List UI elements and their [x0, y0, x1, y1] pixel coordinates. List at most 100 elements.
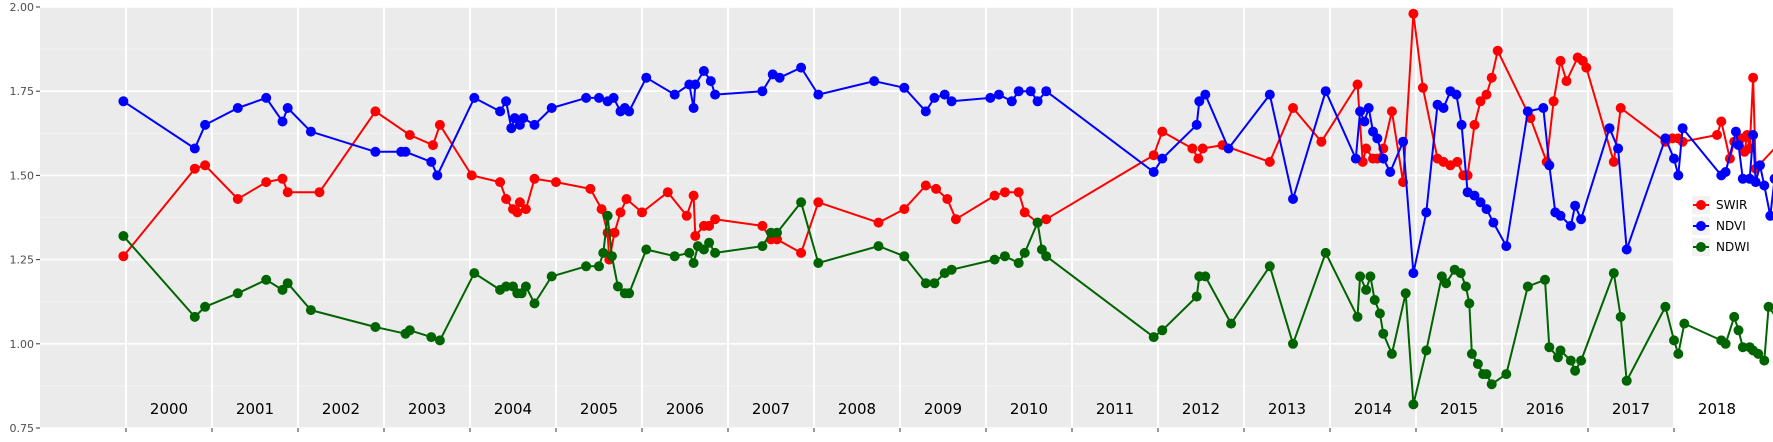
- data-point: [681, 210, 692, 221]
- data-point: [1408, 268, 1419, 279]
- data-point: [1540, 274, 1550, 285]
- y-tick-label: 1.00: [10, 338, 35, 351]
- data-point: [1200, 271, 1211, 282]
- data-point: [1481, 89, 1492, 100]
- data-point: [282, 187, 293, 198]
- data-point: [989, 190, 1000, 201]
- data-point: [1475, 96, 1486, 107]
- data-point: [546, 271, 557, 282]
- data-point: [1041, 214, 1052, 225]
- data-point: [1363, 103, 1374, 113]
- data-point: [1755, 160, 1765, 171]
- data-point: [1013, 258, 1024, 268]
- data-point: [989, 254, 1000, 265]
- data-point: [757, 86, 768, 97]
- legend-item-ndwi: NDWI: [1692, 238, 1750, 256]
- series-ndwi: [118, 197, 1773, 410]
- data-point: [873, 241, 884, 252]
- data-point: [772, 227, 782, 238]
- data-point: [1374, 308, 1385, 319]
- data-point: [796, 62, 807, 73]
- data-point: [899, 82, 910, 93]
- data-point: [1386, 106, 1397, 117]
- data-point: [899, 251, 910, 262]
- data-point: [370, 106, 381, 117]
- data-point: [1660, 301, 1671, 312]
- data-point: [520, 204, 531, 215]
- y-tick-label: 1.25: [10, 254, 35, 267]
- data-point: [1720, 338, 1731, 349]
- data-point: [585, 183, 596, 194]
- year-label: 2015: [1440, 400, 1478, 418]
- x-axis: [125, 428, 1675, 432]
- data-point: [426, 156, 437, 167]
- data-point: [1191, 291, 1202, 302]
- data-point: [1522, 106, 1533, 117]
- data-point: [920, 180, 931, 191]
- year-label: 2004: [494, 400, 532, 418]
- data-point: [1200, 89, 1211, 100]
- data-point: [282, 103, 293, 113]
- data-point: [277, 116, 288, 127]
- data-point: [1226, 318, 1237, 329]
- data-point: [1481, 369, 1492, 380]
- data-point: [1462, 170, 1473, 181]
- data-point: [1570, 365, 1581, 376]
- year-label: 2018: [1698, 400, 1736, 418]
- data-point: [1750, 177, 1761, 188]
- data-point: [1378, 153, 1389, 164]
- data-point: [305, 305, 316, 316]
- data-point: [939, 89, 950, 100]
- data-point: [512, 207, 523, 218]
- data-point: [1197, 143, 1208, 154]
- data-point: [118, 96, 129, 107]
- data-point: [200, 301, 211, 312]
- data-point: [594, 261, 604, 272]
- data-point: [469, 268, 480, 279]
- data-point: [624, 288, 635, 299]
- data-point: [1041, 86, 1052, 97]
- data-point: [232, 194, 243, 204]
- data-point: [774, 72, 785, 83]
- data-point: [1417, 82, 1428, 93]
- data-point: [1264, 156, 1275, 167]
- data-point: [929, 92, 940, 103]
- data-point: [931, 183, 942, 194]
- data-point: [704, 220, 715, 231]
- data-point: [370, 322, 381, 332]
- data-point: [688, 103, 699, 113]
- data-point: [615, 207, 626, 218]
- data-point: [1555, 210, 1566, 221]
- data-point: [1753, 348, 1764, 359]
- data-point: [1400, 288, 1411, 299]
- data-point: [495, 106, 506, 117]
- data-point: [1316, 136, 1327, 147]
- data-point: [1576, 214, 1587, 225]
- data-point: [1669, 153, 1679, 164]
- data-point: [1604, 123, 1615, 134]
- data-point: [1677, 136, 1688, 147]
- data-point: [1032, 217, 1043, 228]
- legend-label: SWIR: [1716, 198, 1747, 212]
- legend-label: NDVI: [1716, 219, 1746, 233]
- data-point: [608, 92, 619, 103]
- data-point: [1157, 126, 1168, 137]
- legend-key-point: [1696, 221, 1706, 231]
- data-point: [796, 247, 807, 258]
- series-swir: [118, 8, 1773, 265]
- data-point: [1451, 89, 1462, 100]
- data-point: [757, 241, 768, 252]
- data-point: [1608, 156, 1619, 167]
- data-point: [1481, 204, 1492, 215]
- data-point: [261, 274, 272, 285]
- data-point: [899, 204, 910, 215]
- year-label: 2003: [408, 400, 446, 418]
- data-point: [1475, 197, 1486, 208]
- data-point: [1452, 156, 1463, 167]
- data-point: [1733, 140, 1744, 151]
- data-point: [1613, 143, 1624, 154]
- data-point: [1737, 342, 1748, 353]
- data-point: [518, 113, 529, 124]
- data-point: [624, 106, 635, 117]
- data-point: [1716, 116, 1727, 127]
